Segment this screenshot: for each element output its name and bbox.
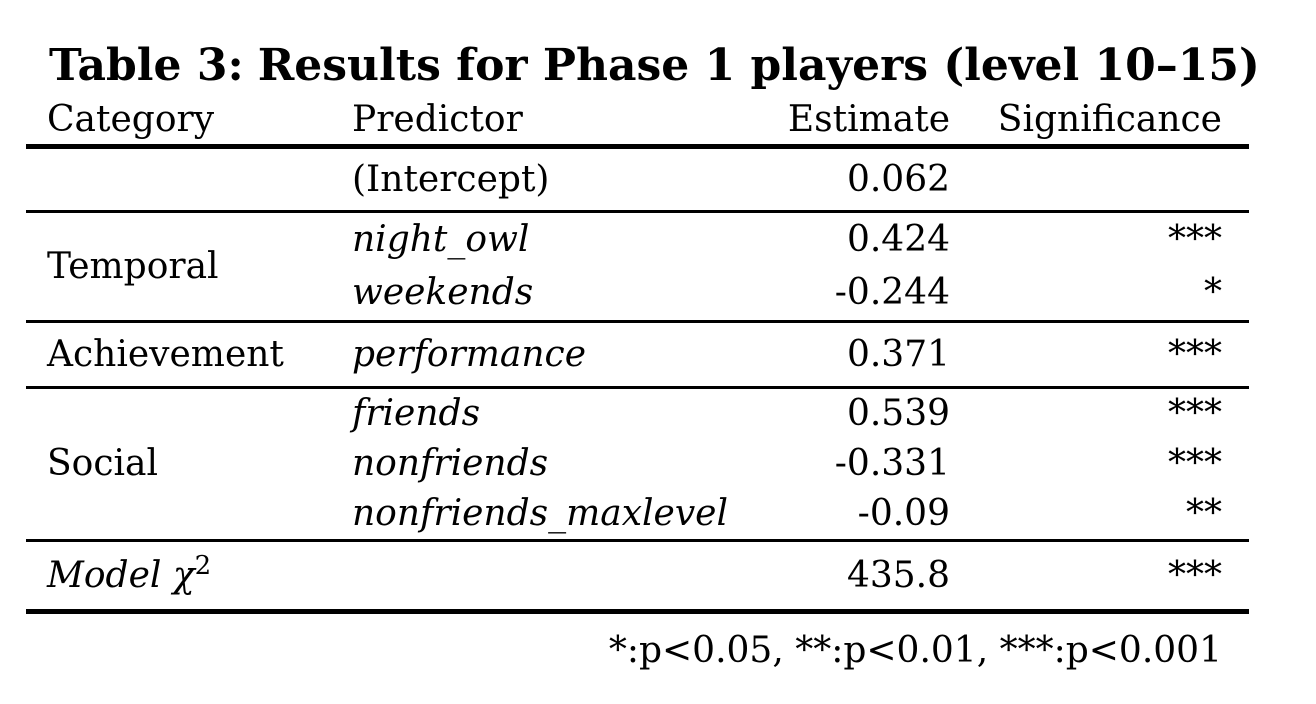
cell-significance: *** — [1168, 333, 1222, 375]
table-row: weekends -0.244 * — [26, 267, 1249, 322]
table-row: (Intercept) 0.062 — [26, 147, 1249, 212]
header-category: Category — [47, 99, 215, 140]
cell-predictor — [350, 541, 722, 612]
cell-predictor: performance — [352, 333, 587, 375]
table-row: Model χ2 435.8 *** — [26, 541, 1249, 612]
cell-estimate: 0.062 — [846, 158, 950, 200]
table-row: Achievement performance 0.371 *** — [26, 322, 1249, 388]
cell-estimate: 435.8 — [846, 554, 950, 596]
cell-category-model: Model χ2 — [26, 541, 350, 612]
header-significance: Significance — [997, 99, 1222, 140]
section-temporal: Temporal night_owl 0.424 *** weekends -0… — [26, 211, 1249, 322]
cell-estimate: -0.244 — [834, 272, 950, 314]
cell-significance: * — [1204, 272, 1222, 314]
cell-category — [26, 147, 350, 212]
cell-estimate: 0.539 — [846, 392, 950, 434]
table-caption: Table 3: Results for Phase 1 players (lev… — [49, 44, 1260, 88]
cell-predictor: nonfriends_maxlevel — [352, 493, 728, 535]
section-intercept: (Intercept) 0.062 — [26, 147, 1249, 212]
cell-predictor: weekends — [352, 272, 534, 314]
cell-significance: *** — [1168, 554, 1222, 596]
results-table: Category Predictor Estimate Significance… — [26, 102, 1249, 614]
table-row: nonfriends -0.331 *** — [26, 439, 1249, 490]
cell-category: Achievement — [47, 333, 284, 375]
cell-predictor: friends — [352, 392, 481, 434]
cell-significance: *** — [1168, 392, 1222, 434]
table-header: Category Predictor Estimate Significance — [26, 102, 1249, 147]
cell-predictor: nonfriends — [352, 443, 549, 484]
table-row: nonfriends_maxlevel -0.09 ** — [26, 490, 1249, 541]
significance-legend: *:p<0.05, **:p<0.01, ***:p<0.001 — [608, 630, 1222, 671]
cell-significance: ** — [1186, 493, 1222, 535]
cell-estimate: -0.331 — [834, 443, 950, 484]
cell-predictor: (Intercept) — [352, 158, 550, 200]
cell-significance — [958, 147, 1249, 212]
section-achievement: Achievement performance 0.371 *** — [26, 321, 1249, 388]
cell-category: Social — [47, 443, 158, 484]
section-model-chi-squared: Model χ2 435.8 *** — [26, 540, 1249, 612]
table-number: Table 3: — [49, 40, 244, 91]
cell-significance: *** — [1168, 218, 1222, 260]
table-title-text: Results for Phase 1 players (level 10–15… — [257, 40, 1260, 91]
cell-significance: *** — [1168, 443, 1222, 484]
header-row: Category Predictor Estimate Significance — [26, 102, 1249, 147]
header-predictor: Predictor — [352, 99, 523, 140]
cell-category: Temporal — [47, 245, 219, 287]
table-row: Temporal night_owl 0.424 *** — [26, 212, 1249, 284]
section-social: Social friends 0.539 *** nonfriends -0.3… — [26, 387, 1249, 541]
cell-estimate: -0.09 — [857, 493, 950, 535]
table-row: Social friends 0.539 *** — [26, 388, 1249, 481]
header-estimate: Estimate — [787, 99, 950, 140]
cell-estimate: 0.371 — [846, 333, 950, 375]
cell-predictor: night_owl — [352, 218, 530, 260]
cell-estimate: 0.424 — [846, 218, 950, 260]
chi-exponent: 2 — [194, 550, 212, 581]
model-chi-label: Model χ — [47, 554, 195, 596]
